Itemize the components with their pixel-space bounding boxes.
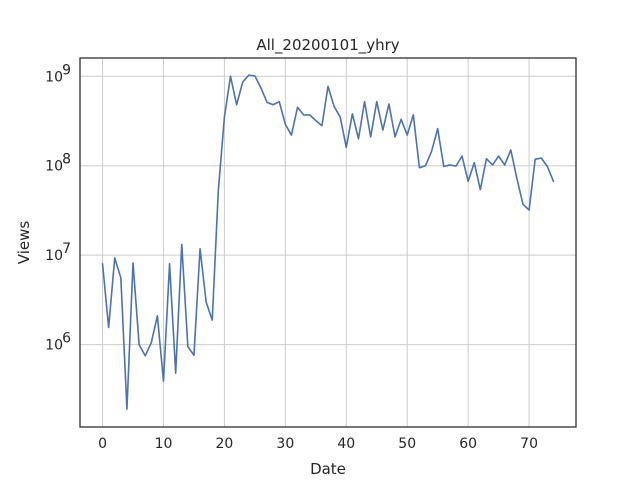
- y-tick-exponent: 6: [62, 331, 71, 347]
- x-tick-label: 50: [398, 436, 416, 452]
- chart-title: All_20200101_yhry: [256, 36, 399, 55]
- y-tick-label: 10: [45, 69, 63, 85]
- y-tick-label: 10: [45, 338, 63, 354]
- x-tick-label: 60: [459, 436, 477, 452]
- x-tick-label: 40: [337, 436, 355, 452]
- x-tick-label: 10: [155, 436, 173, 452]
- y-tick-exponent: 9: [62, 62, 71, 78]
- y-tick-label: 10: [45, 248, 63, 264]
- y-tick-exponent: 8: [62, 152, 71, 168]
- series-lines: [101, 74, 555, 410]
- y-tick-label: 10: [45, 159, 63, 175]
- y-tick-base: 10: [45, 338, 63, 354]
- y-axis-label: Views: [15, 221, 33, 265]
- x-tick-labels: 0 10 20 30 40 50 60 70: [98, 436, 538, 452]
- y-tick-base: 10: [45, 159, 63, 175]
- x-tick-label: 0: [98, 436, 107, 452]
- y-tick-base: 10: [45, 248, 63, 264]
- x-axis-label: Date: [310, 460, 346, 478]
- series-line: [101, 74, 555, 410]
- y-tick-base: 10: [45, 69, 63, 85]
- x-tick-label: 20: [215, 436, 233, 452]
- y-tick-exponent: 7: [62, 241, 71, 257]
- x-tick-label: 30: [276, 436, 294, 452]
- plot-frame: [79, 57, 577, 428]
- plot-area: [80, 58, 576, 427]
- x-tick-label: 70: [520, 436, 538, 452]
